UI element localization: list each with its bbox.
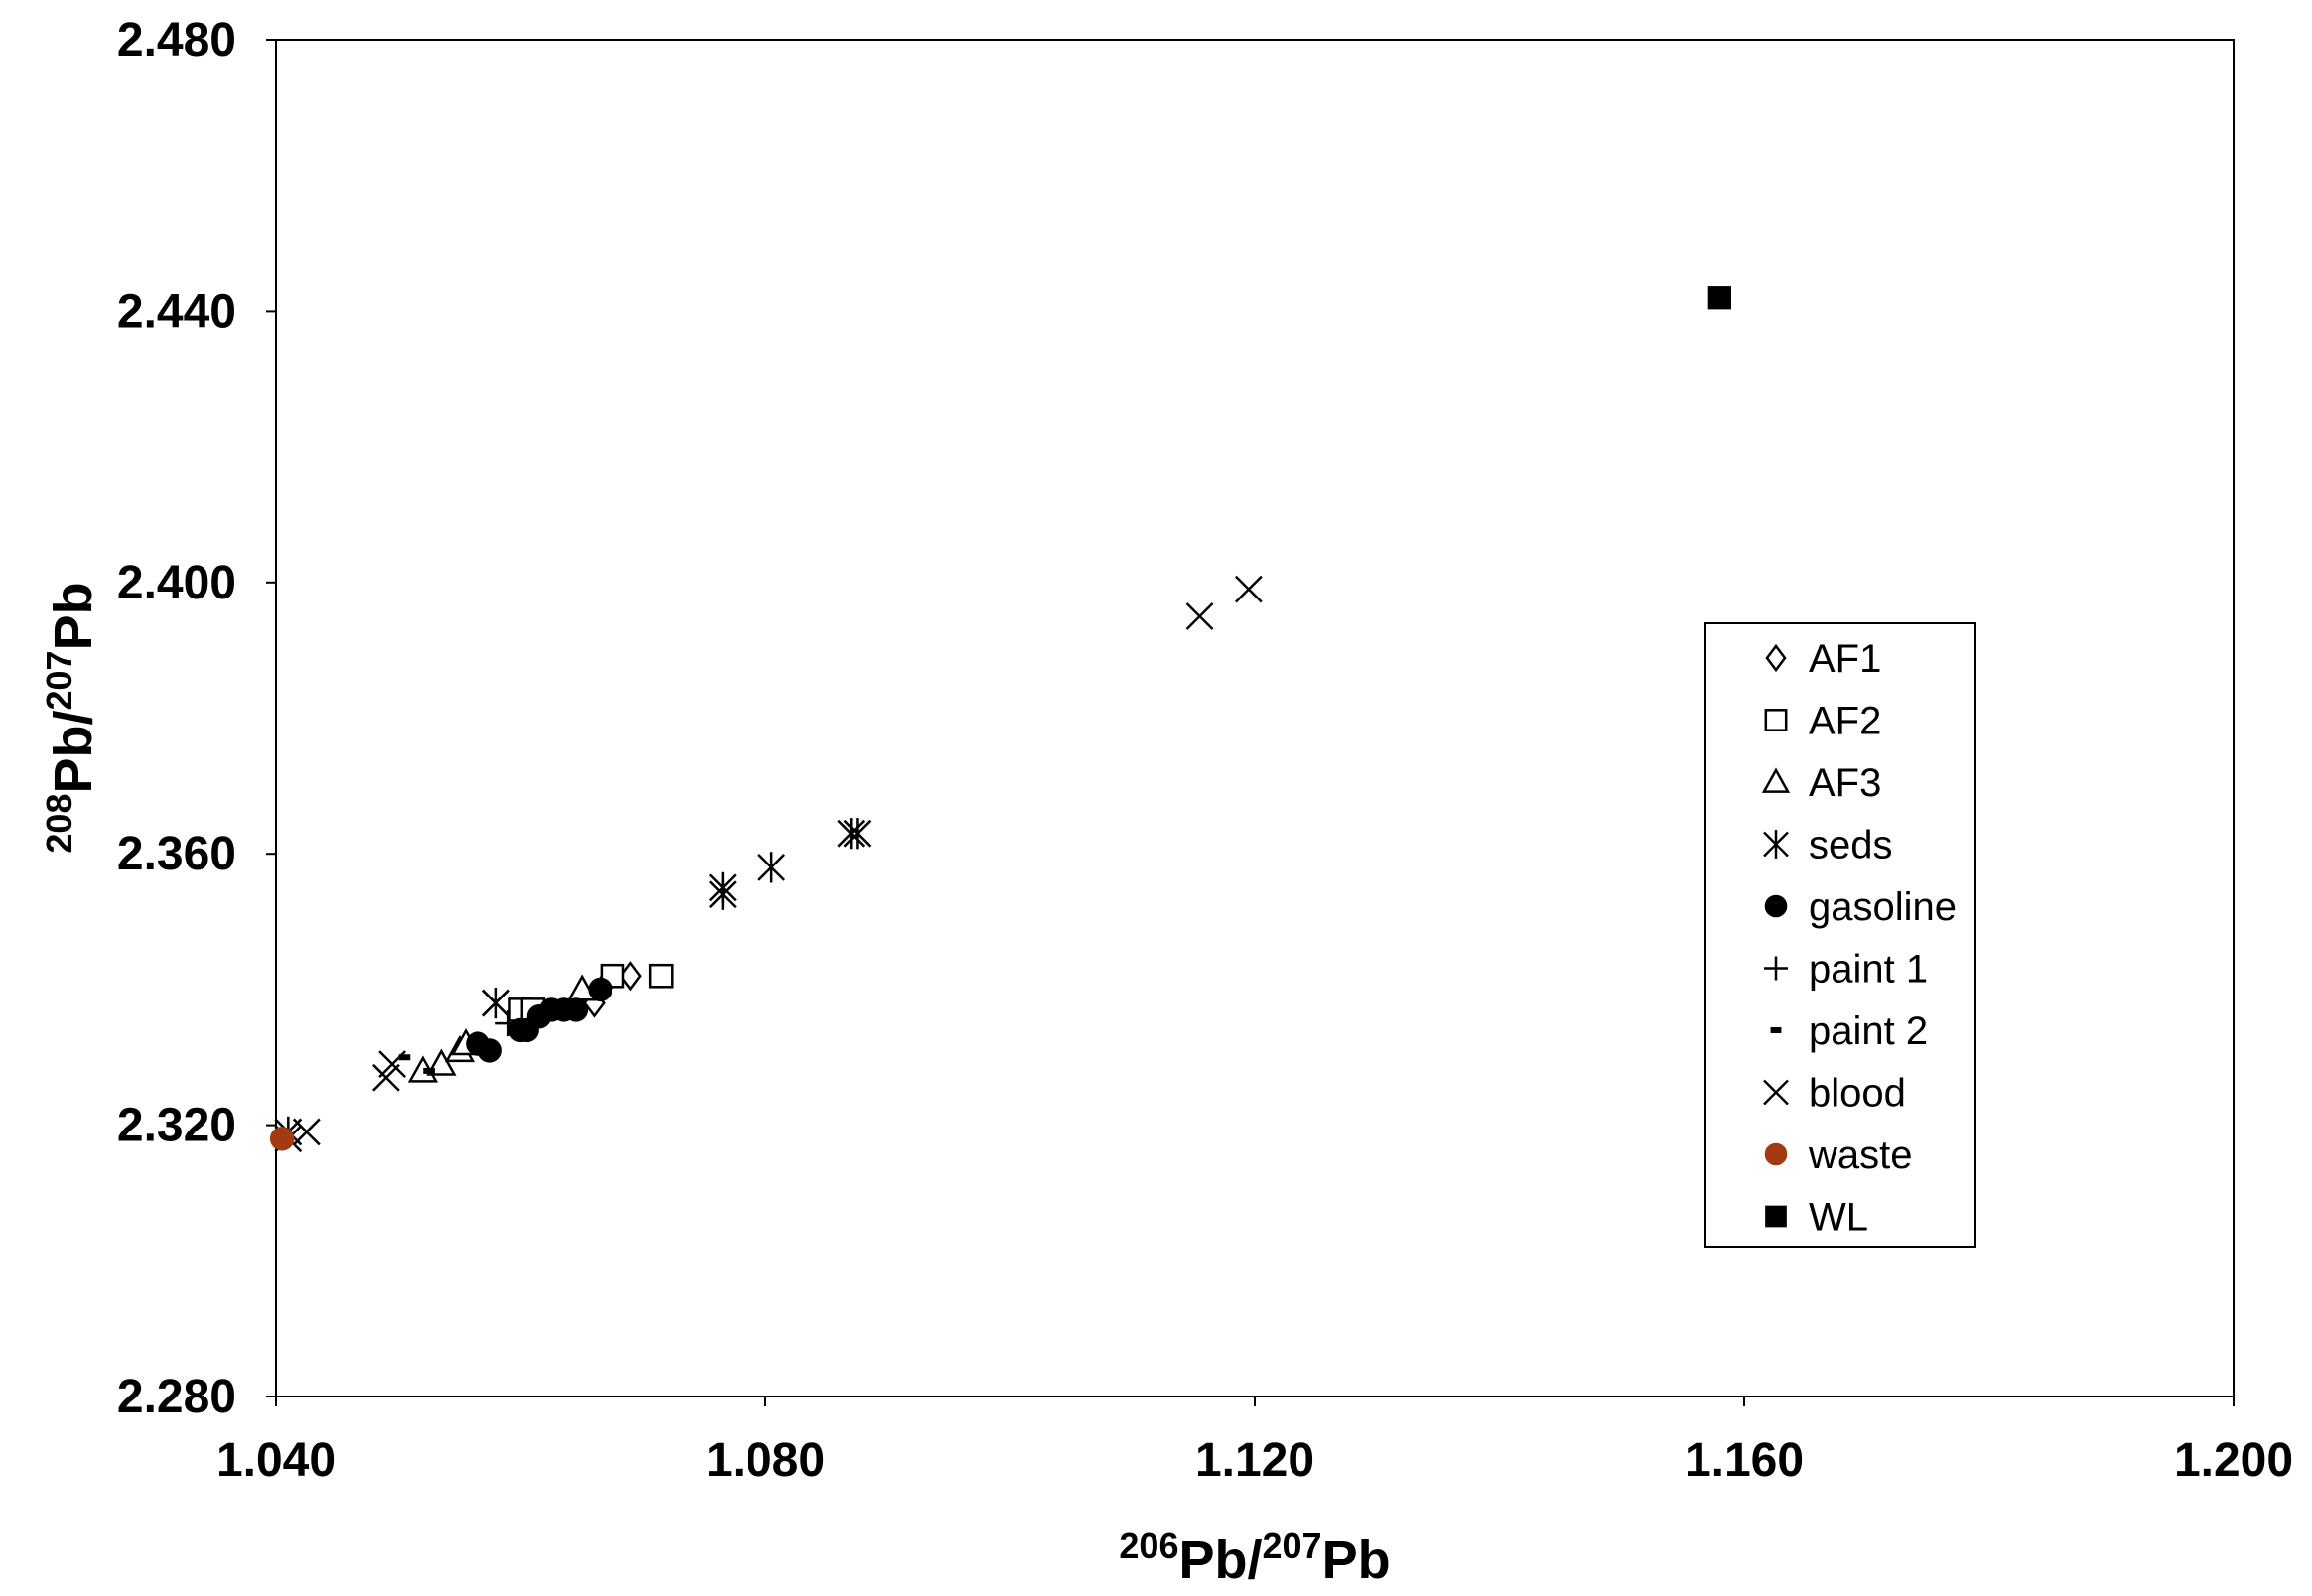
legend-label-paint-2: paint 2 (1809, 1009, 1928, 1053)
point-gasoline (477, 1038, 502, 1063)
legend-marker-paint-2 (1770, 1027, 1782, 1033)
legend-label-wl: WL (1809, 1196, 1868, 1240)
legend-marker-seds (1763, 830, 1789, 859)
legend-label-af3: AF3 (1809, 761, 1881, 805)
point-wl (1707, 286, 1731, 310)
legend-label-gasoline: gasoline (1809, 885, 1957, 929)
x-axis-title: 206Pb/207Pb (1119, 1526, 1390, 1590)
point-seds (843, 818, 872, 850)
y-tick-label: 2.360 (117, 828, 236, 880)
point-paint-2 (398, 1054, 411, 1061)
x-tick-label: 1.160 (1685, 1434, 1804, 1487)
y-axis-title: 208Pb/207Pb (39, 582, 103, 853)
legend-marker-waste (1764, 1142, 1788, 1166)
point-waste (269, 1127, 295, 1151)
x-tick-label: 1.120 (1195, 1434, 1314, 1487)
point-blood (1185, 602, 1214, 630)
point-blood (378, 1050, 406, 1078)
legend-label-seds: seds (1809, 824, 1893, 867)
x-axis-title-base1: Pb/ (1178, 1530, 1262, 1590)
y-axis-title-base2: Pb (44, 582, 103, 650)
legend-label-paint-1: paint 1 (1809, 948, 1928, 992)
x-axis-ticks: 1.040 1.080 1.120 1.160 1.200 (216, 1396, 2293, 1487)
y-tick-label: 2.280 (117, 1371, 236, 1423)
legend-marker-paint-1 (1764, 956, 1788, 981)
x-tick-label: 1.040 (216, 1434, 336, 1487)
legend-label-blood: blood (1809, 1072, 1906, 1116)
legend-marker-blood (1763, 1079, 1789, 1106)
y-axis-title-sup2: 207 (39, 650, 79, 710)
data-points (269, 286, 1731, 1153)
y-tick-label: 2.480 (117, 14, 236, 66)
legend-box (1704, 622, 1976, 1248)
x-axis-title-sup2: 207 (1263, 1526, 1322, 1566)
point-seds (757, 852, 786, 883)
x-tick-label: 1.080 (706, 1434, 825, 1487)
point-seds (708, 871, 737, 903)
legend-label-af1: AF1 (1809, 637, 1881, 681)
legend-marker-af1 (1765, 643, 1787, 673)
y-tick-label: 2.400 (117, 557, 236, 609)
point-gasoline (563, 998, 589, 1022)
legend-marker-af3 (1761, 767, 1791, 793)
y-axis-title-sup1: 208 (39, 794, 79, 854)
point-blood (481, 989, 510, 1017)
point-blood (292, 1118, 321, 1146)
legend-label-waste: waste (1808, 1133, 1913, 1177)
point-blood (1234, 575, 1263, 603)
point-blood (372, 1063, 400, 1092)
legend-marker-af2 (1764, 709, 1788, 732)
legend-marker-wl (1765, 1205, 1787, 1228)
x-axis-title-base2: Pb (1322, 1530, 1391, 1590)
y-tick-label: 2.320 (117, 1100, 236, 1152)
point-gasoline (588, 977, 612, 1002)
y-axis-ticks: 2.280 2.320 2.360 2.400 2.440 2.480 (117, 14, 276, 1423)
legend-label-af2: AF2 (1809, 700, 1881, 743)
legend: AF1 AF2 AF3 seds gasoline paint 1 paint 2 blood… (1704, 622, 1976, 1248)
y-axis-title-base1: Pb/ (44, 711, 103, 794)
x-tick-label: 1.200 (2174, 1434, 2293, 1487)
point-seds (837, 818, 866, 850)
point-af2 (648, 963, 674, 989)
x-axis-title-sup1: 206 (1119, 1526, 1178, 1566)
y-tick-label: 2.440 (117, 285, 236, 337)
legend-marker-gasoline (1764, 894, 1788, 918)
point-paint-2 (423, 1067, 435, 1074)
